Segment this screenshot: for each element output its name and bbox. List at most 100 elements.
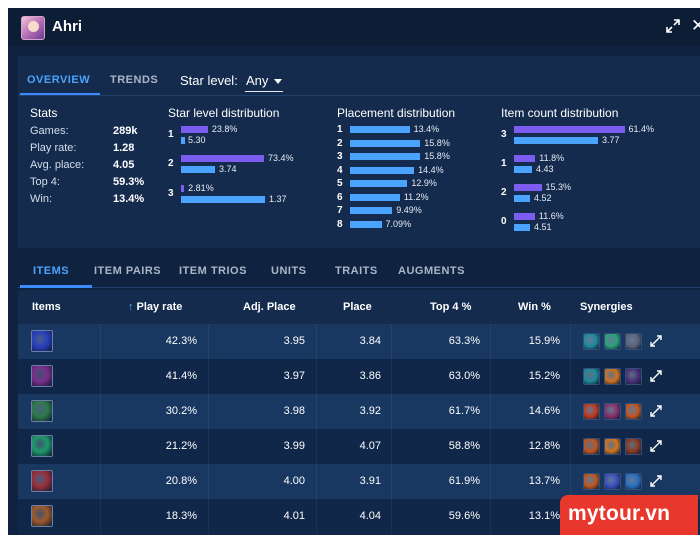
column-divider [490, 499, 491, 534]
synergy-item-icon[interactable] [583, 403, 600, 420]
red-blade-item-icon[interactable] [31, 470, 53, 492]
stat-value: 13.4% [113, 193, 145, 205]
tab-item-trios[interactable]: ITEM TRIOS [179, 265, 247, 277]
tab-overview[interactable]: OVERVIEW [27, 74, 91, 86]
placement-bar [350, 126, 410, 133]
play-rate-cell: 42.3% [165, 335, 197, 347]
green-blade-item-icon[interactable] [31, 400, 53, 422]
column-items[interactable]: Items [32, 301, 61, 313]
expand-row-icon[interactable] [650, 475, 662, 487]
column-divider [391, 394, 392, 429]
placement-label: 4 [337, 164, 343, 176]
placement-bar [350, 166, 415, 174]
synergy-item-icon[interactable] [604, 473, 621, 490]
expand-row-icon[interactable] [650, 370, 662, 382]
column-divider [316, 394, 317, 429]
stat-value: 4.05 [113, 159, 135, 171]
active-table-tab-indicator [20, 285, 92, 288]
stat-label: Win: [30, 193, 52, 205]
synergy-item-icon[interactable] [604, 333, 621, 350]
synergy-item-icon[interactable] [583, 438, 600, 455]
win-cell: 12.8% [528, 440, 560, 452]
play-rate-cell: 20.8% [165, 475, 197, 487]
expand-arrows-icon[interactable] [666, 19, 680, 33]
distribution-group-label: 2 [501, 187, 507, 198]
avg-place-value: 5.30 [188, 135, 206, 145]
column-synergies: Synergies [580, 301, 633, 313]
column-divider [570, 429, 571, 464]
expand-row-icon[interactable] [650, 405, 662, 417]
distribution-group-label: 2 [168, 158, 174, 169]
avg-place-bar [514, 195, 530, 202]
synergy-item-icon[interactable] [604, 438, 621, 455]
percent-bar [514, 126, 625, 133]
table-row[interactable]: 21.2% 3.99 4.07 58.8% 12.8% [18, 429, 700, 464]
tab-traits[interactable]: TRAITS [335, 265, 378, 277]
column-divider [391, 359, 392, 394]
column-divider [391, 429, 392, 464]
placement-label: 5 [337, 178, 343, 189]
adj-place-cell: 4.00 [283, 475, 305, 487]
blue-orb-item-icon[interactable] [31, 330, 53, 352]
top4-cell: 61.9% [448, 475, 480, 487]
column-play-rate[interactable]: ↑ Play rate [128, 301, 183, 313]
star-level-select[interactable]: Any [246, 73, 283, 88]
column-divider [208, 429, 209, 464]
tab-item-pairs[interactable]: ITEM PAIRS [94, 265, 162, 277]
table-row[interactable]: 30.2% 3.98 3.92 61.7% 14.6% [18, 394, 700, 429]
table-row[interactable]: 41.4% 3.97 3.86 63.0% 15.2% [18, 359, 700, 394]
synergy-item-icon[interactable] [625, 333, 642, 350]
tab-augments[interactable]: AUGMENTS [398, 265, 465, 277]
table-row[interactable]: 42.3% 3.95 3.84 63.3% 15.9% [18, 324, 700, 359]
column-win[interactable]: Win % [518, 301, 551, 313]
stat-row: Avg. place: 4.05 [30, 159, 155, 175]
synergy-item-icon[interactable] [583, 473, 600, 490]
synergy-item-icon[interactable] [604, 403, 621, 420]
synergy-item-icon[interactable] [625, 438, 642, 455]
stats-title: Stats [30, 106, 58, 120]
avg-place-bar [181, 137, 185, 144]
synergy-item-icon[interactable] [625, 473, 642, 490]
placement-label: 3 [337, 151, 343, 162]
column-divider [316, 429, 317, 464]
synergy-item-icon[interactable] [583, 368, 600, 385]
percent-value: 61.4% [628, 124, 655, 134]
avg-place-value: 1.37 [269, 194, 287, 204]
stat-value: 59.3% [113, 176, 145, 188]
synergy-item-icon[interactable] [625, 403, 642, 420]
column-divider [208, 499, 209, 534]
distribution-group-label: 3 [168, 188, 174, 199]
column-divider [391, 499, 392, 534]
tab-items[interactable]: ITEMS [33, 265, 70, 277]
tab-units[interactable]: UNITS [271, 265, 307, 277]
placement-label: 6 [337, 191, 343, 203]
champion-name: Ahri [52, 18, 82, 35]
stat-value: 289k [113, 125, 138, 137]
top4-cell: 61.7% [448, 405, 480, 417]
top4-cell: 58.8% [448, 440, 480, 452]
percent-bar [514, 184, 542, 191]
expand-row-icon[interactable] [650, 335, 662, 347]
place-cell: 4.07 [359, 440, 381, 452]
synergy-item-icon[interactable] [604, 368, 621, 385]
synergy-item-icon[interactable] [583, 333, 600, 350]
column-top4[interactable]: Top 4 % [430, 301, 472, 313]
tab-trends[interactable]: TRENDS [110, 74, 159, 86]
expand-row-icon[interactable] [650, 440, 662, 452]
column-divider [490, 464, 491, 499]
column-place[interactable]: Place [343, 301, 372, 313]
stat-label: Games: [30, 125, 69, 137]
column-adj-place[interactable]: Adj. Place [243, 301, 296, 313]
percent-value: 15.3% [545, 182, 572, 192]
play-rate-cell: 21.2% [165, 440, 197, 452]
gold-shield-item-icon[interactable] [31, 505, 53, 527]
adj-place-cell: 3.95 [283, 335, 305, 347]
close-icon[interactable]: ✕ [691, 16, 700, 35]
purple-claw-item-icon[interactable] [31, 365, 53, 387]
table-row[interactable]: 20.8% 4.00 3.91 61.9% 13.7% [18, 464, 700, 499]
synergy-item-icon[interactable] [625, 368, 642, 385]
column-divider [100, 324, 101, 359]
green-gem-item-icon[interactable] [31, 435, 53, 457]
item-count-distribution-title: Item count distribution [501, 106, 619, 120]
avg-place-value: 4.52 [534, 193, 552, 203]
